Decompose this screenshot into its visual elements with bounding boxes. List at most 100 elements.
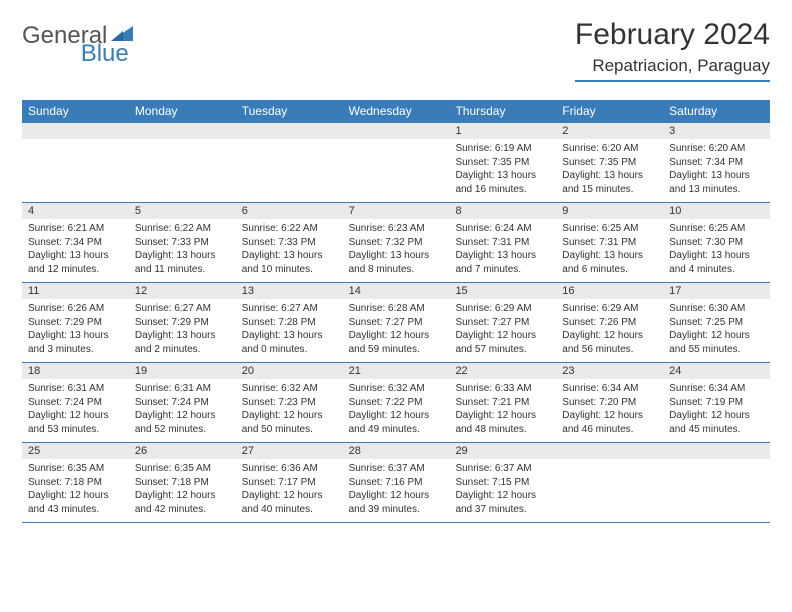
sunset: Sunset: 7:32 PM xyxy=(349,236,444,250)
daylight: and 40 minutes. xyxy=(242,503,337,517)
sunset: Sunset: 7:34 PM xyxy=(28,236,123,250)
daylight: Daylight: 12 hours xyxy=(455,409,550,423)
sunrise: Sunrise: 6:21 AM xyxy=(28,222,123,236)
daynum-row: 1 2 3 xyxy=(22,123,770,139)
daylight: and 0 minutes. xyxy=(242,343,337,357)
location: Repatriacion, Paraguay xyxy=(575,56,770,82)
daylight: Daylight: 12 hours xyxy=(349,489,444,503)
daylight: and 37 minutes. xyxy=(455,503,550,517)
daylight: and 42 minutes. xyxy=(135,503,230,517)
brand-part2: Blue xyxy=(81,40,129,68)
day-cell: Sunrise: 6:29 AMSunset: 7:27 PMDaylight:… xyxy=(449,299,556,362)
day-number: 28 xyxy=(343,443,450,459)
day-number: 14 xyxy=(343,283,450,299)
daylight: Daylight: 12 hours xyxy=(455,329,550,343)
sunrise: Sunrise: 6:34 AM xyxy=(669,382,764,396)
day-number: 2 xyxy=(556,123,663,139)
daylight: Daylight: 12 hours xyxy=(349,329,444,343)
day-number: 3 xyxy=(663,123,770,139)
sunset: Sunset: 7:29 PM xyxy=(135,316,230,330)
sunrise: Sunrise: 6:36 AM xyxy=(242,462,337,476)
sunset: Sunset: 7:16 PM xyxy=(349,476,444,490)
sunrise: Sunrise: 6:22 AM xyxy=(242,222,337,236)
daylight: and 56 minutes. xyxy=(562,343,657,357)
day-number xyxy=(556,443,663,459)
daylight: Daylight: 13 hours xyxy=(28,329,123,343)
daylight: and 16 minutes. xyxy=(455,183,550,197)
daylight: and 49 minutes. xyxy=(349,423,444,437)
day-cell xyxy=(663,459,770,522)
daylight: and 8 minutes. xyxy=(349,263,444,277)
week-row: 4 5 6 7 8 9 10 Sunrise: 6:21 AMSunset: 7… xyxy=(22,203,770,283)
daylight: and 43 minutes. xyxy=(28,503,123,517)
day-cell: Sunrise: 6:34 AMSunset: 7:19 PMDaylight:… xyxy=(663,379,770,442)
day-number: 22 xyxy=(449,363,556,379)
sunrise: Sunrise: 6:28 AM xyxy=(349,302,444,316)
content-row: Sunrise: 6:26 AMSunset: 7:29 PMDaylight:… xyxy=(22,299,770,362)
daylight: Daylight: 12 hours xyxy=(349,409,444,423)
daylight: and 53 minutes. xyxy=(28,423,123,437)
sunrise: Sunrise: 6:35 AM xyxy=(135,462,230,476)
daylight: Daylight: 13 hours xyxy=(242,249,337,263)
day-cell: Sunrise: 6:19 AMSunset: 7:35 PMDaylight:… xyxy=(449,139,556,202)
day-number: 13 xyxy=(236,283,343,299)
sunrise: Sunrise: 6:24 AM xyxy=(455,222,550,236)
daylight: and 57 minutes. xyxy=(455,343,550,357)
daylight: Daylight: 12 hours xyxy=(455,489,550,503)
day-cell: Sunrise: 6:35 AMSunset: 7:18 PMDaylight:… xyxy=(22,459,129,522)
week-row: 11 12 13 14 15 16 17 Sunrise: 6:26 AMSun… xyxy=(22,283,770,363)
sunrise: Sunrise: 6:23 AM xyxy=(349,222,444,236)
sunrise: Sunrise: 6:27 AM xyxy=(242,302,337,316)
week-row: 18 19 20 21 22 23 24 Sunrise: 6:31 AMSun… xyxy=(22,363,770,443)
daylight: and 12 minutes. xyxy=(28,263,123,277)
sunset: Sunset: 7:23 PM xyxy=(242,396,337,410)
sunset: Sunset: 7:35 PM xyxy=(455,156,550,170)
sunrise: Sunrise: 6:31 AM xyxy=(135,382,230,396)
daynum-row: 4 5 6 7 8 9 10 xyxy=(22,203,770,219)
day-number: 11 xyxy=(22,283,129,299)
day-number: 23 xyxy=(556,363,663,379)
weekday-label: Monday xyxy=(129,100,236,122)
daylight: Daylight: 12 hours xyxy=(562,329,657,343)
day-number: 25 xyxy=(22,443,129,459)
day-cell xyxy=(343,139,450,202)
sunset: Sunset: 7:34 PM xyxy=(669,156,764,170)
day-cell: Sunrise: 6:37 AMSunset: 7:16 PMDaylight:… xyxy=(343,459,450,522)
sunset: Sunset: 7:27 PM xyxy=(455,316,550,330)
sunrise: Sunrise: 6:27 AM xyxy=(135,302,230,316)
sunrise: Sunrise: 6:19 AM xyxy=(455,142,550,156)
daylight: and 10 minutes. xyxy=(242,263,337,277)
sunset: Sunset: 7:18 PM xyxy=(135,476,230,490)
daylight: and 3 minutes. xyxy=(28,343,123,357)
daylight: Daylight: 12 hours xyxy=(242,409,337,423)
daylight: Daylight: 13 hours xyxy=(455,169,550,183)
weekday-label: Tuesday xyxy=(236,100,343,122)
content-row: Sunrise: 6:21 AMSunset: 7:34 PM Daylight:… xyxy=(22,219,770,282)
daylight: Daylight: 12 hours xyxy=(242,489,337,503)
sunrise: Sunrise: 6:20 AM xyxy=(669,142,764,156)
daylight: Daylight: 13 hours xyxy=(669,249,764,263)
sunset: Sunset: 7:21 PM xyxy=(455,396,550,410)
sunset: Sunset: 7:33 PM xyxy=(135,236,230,250)
sunset: Sunset: 7:27 PM xyxy=(349,316,444,330)
day-number: 20 xyxy=(236,363,343,379)
daylight: and 48 minutes. xyxy=(455,423,550,437)
daylight: Daylight: 12 hours xyxy=(669,329,764,343)
sunset: Sunset: 7:28 PM xyxy=(242,316,337,330)
sunset: Sunset: 7:29 PM xyxy=(28,316,123,330)
weekday-header: Sunday Monday Tuesday Wednesday Thursday… xyxy=(22,100,770,122)
day-number: 4 xyxy=(22,203,129,219)
weekday-label: Saturday xyxy=(663,100,770,122)
daylight: and 7 minutes. xyxy=(455,263,550,277)
sunset: Sunset: 7:33 PM xyxy=(242,236,337,250)
weekday-label: Friday xyxy=(556,100,663,122)
month-title: February 2024 xyxy=(575,18,770,52)
daynum-row: 11 12 13 14 15 16 17 xyxy=(22,283,770,299)
day-cell: Sunrise: 6:37 AMSunset: 7:15 PMDaylight:… xyxy=(449,459,556,522)
daylight: Daylight: 13 hours xyxy=(455,249,550,263)
sunrise: Sunrise: 6:26 AM xyxy=(28,302,123,316)
daylight: and 59 minutes. xyxy=(349,343,444,357)
day-number: 27 xyxy=(236,443,343,459)
sunrise: Sunrise: 6:34 AM xyxy=(562,382,657,396)
week-row: 25 26 27 28 29 Sunrise: 6:35 AMSunset: 7… xyxy=(22,443,770,523)
